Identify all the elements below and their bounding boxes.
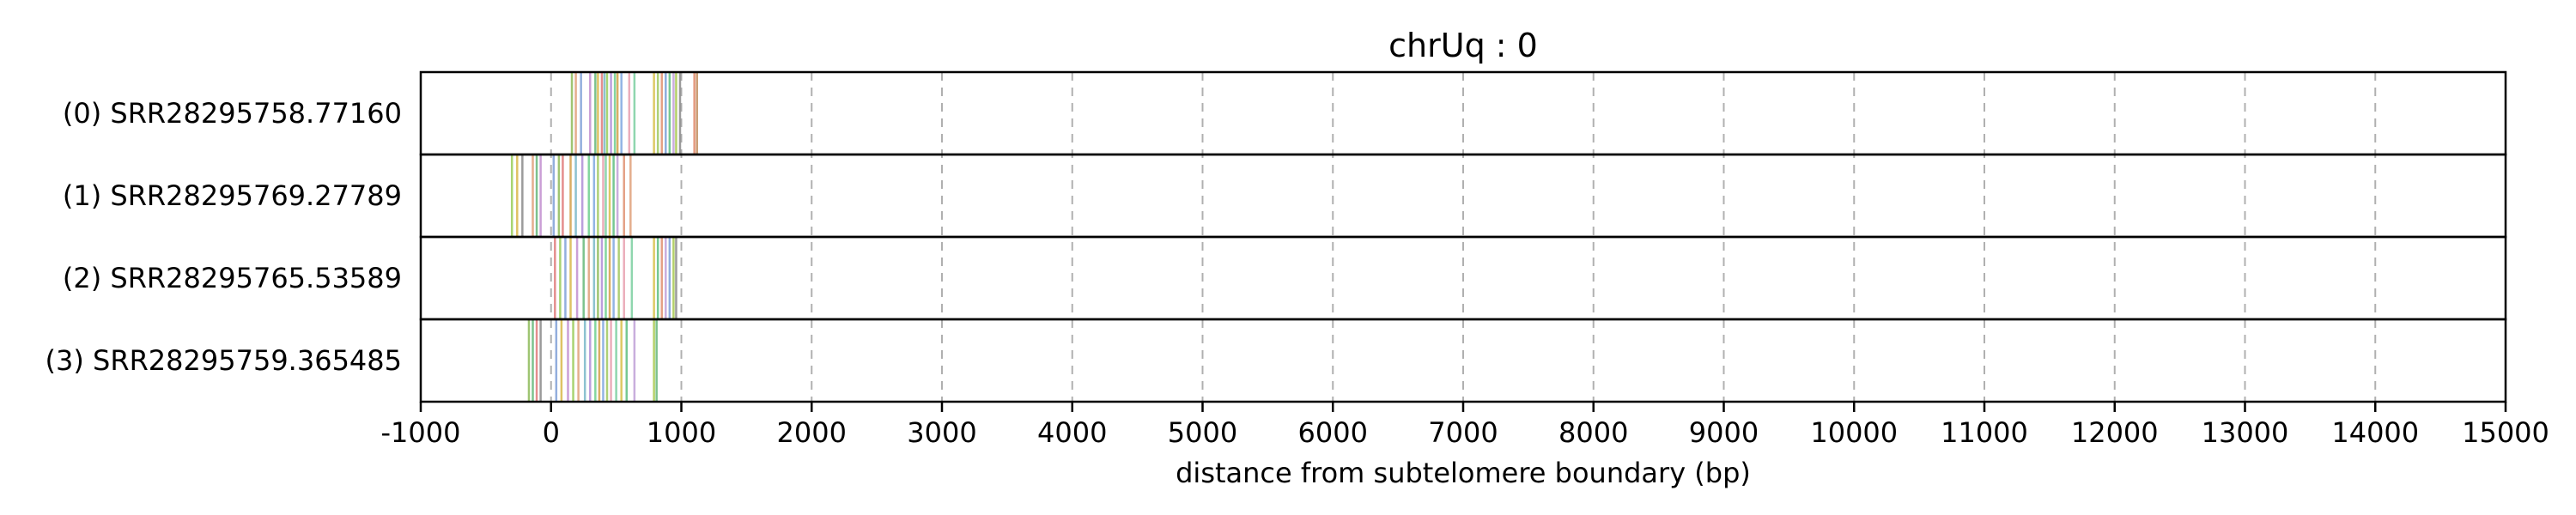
event-marks — [510, 73, 698, 401]
row-label: (0) SRR28295758.77160 — [63, 97, 402, 130]
x-tick-label: 8000 — [1558, 416, 1628, 449]
x-tick-label: 4000 — [1037, 416, 1107, 449]
x-tick-label: 1000 — [647, 416, 716, 449]
x-tick-label: 11000 — [1941, 416, 2028, 449]
row-label: (1) SRR28295769.27789 — [63, 179, 402, 212]
x-tick-label: 3000 — [907, 416, 976, 449]
x-tick-label: 0 — [543, 416, 560, 449]
x-tick-label: 6000 — [1298, 416, 1368, 449]
x-tick-label: 2000 — [777, 416, 847, 449]
row-labels: (0) SRR28295758.77160 (1) SRR28295769.277… — [46, 97, 402, 377]
x-tick-label: 7000 — [1428, 416, 1498, 449]
x-tick-label: 13000 — [2202, 416, 2289, 449]
grid-lines — [550, 72, 2377, 402]
x-axis-label: distance from subtelomere boundary (bp) — [1176, 457, 1751, 489]
x-axis: -1000 0 1000 2000 3000 4000 5000 6000 7000 8000 90… — [381, 402, 2549, 449]
chart-title: chrUq : 0 — [1388, 27, 1538, 64]
x-tick-label: 9000 — [1689, 416, 1759, 449]
row-label: (2) SRR28295765.53589 — [63, 262, 402, 294]
x-tick-label: 15000 — [2462, 416, 2549, 449]
x-tick-label: 14000 — [2331, 416, 2419, 449]
x-tick-label: 12000 — [2071, 416, 2159, 449]
x-tick-label: -1000 — [381, 416, 461, 449]
x-tick-label: 5000 — [1168, 416, 1237, 449]
x-tick-label: 10000 — [1810, 416, 1898, 449]
row-label: (3) SRR28295759.365485 — [46, 344, 402, 377]
